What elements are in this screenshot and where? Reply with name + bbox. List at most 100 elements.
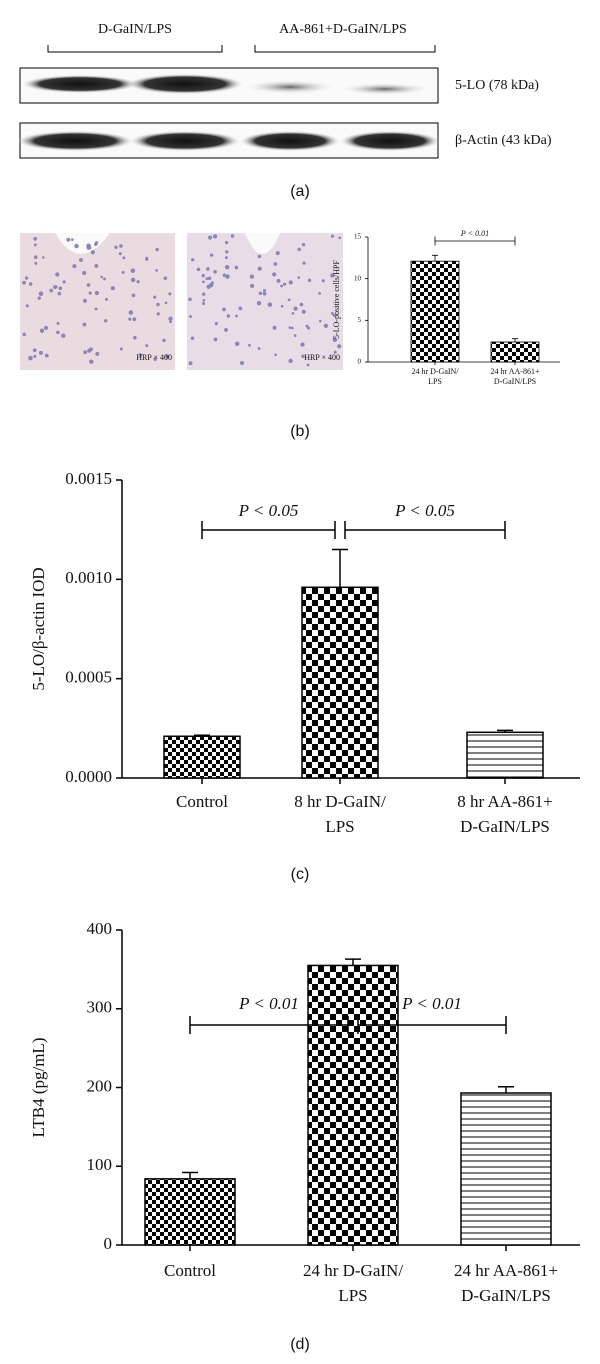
nucleus: [274, 353, 277, 357]
nucleus: [248, 343, 251, 347]
vessel: [245, 233, 280, 254]
nucleus: [307, 278, 312, 283]
band-label: 5-LO (78 kDa): [455, 78, 539, 93]
nucleus: [28, 355, 33, 361]
nucleus: [250, 283, 255, 288]
y-tick-label: 200: [87, 1076, 113, 1095]
nucleus: [208, 235, 213, 240]
nucleus: [288, 326, 292, 329]
nucleus: [38, 350, 43, 355]
blot-band: [340, 131, 440, 151]
blot-band: [130, 131, 240, 151]
nucleus: [225, 250, 229, 254]
bar: [301, 586, 379, 779]
nucleus: [321, 279, 325, 283]
nucleus: [33, 243, 37, 247]
nucleus: [33, 236, 38, 241]
nucleus: [212, 234, 218, 239]
significance-label: P < 0.05: [394, 501, 455, 520]
x-tick-label: LPS: [325, 817, 354, 836]
nucleus: [66, 237, 71, 242]
nucleus: [136, 280, 140, 284]
y-tick-label: 0.0010: [65, 568, 112, 587]
y-axis-label: 5-LO-positive cells/HPF: [332, 260, 341, 339]
y-axis-label: LTB4 (pg/mL): [29, 1038, 48, 1138]
nucleus: [94, 242, 98, 246]
nucleus: [272, 272, 277, 277]
blot-band: [240, 131, 340, 151]
group-label: AA-861+D-GaIN/LPS: [279, 22, 407, 37]
nucleus: [288, 358, 293, 364]
nucleus: [213, 337, 218, 342]
nucleus: [332, 313, 336, 317]
nucleus: [288, 280, 293, 285]
nucleus: [206, 267, 210, 271]
nucleus: [61, 333, 66, 338]
y-tick-label: 0: [358, 358, 362, 366]
nucleus: [301, 354, 305, 358]
significance-bracket: [344, 521, 506, 539]
nucleus: [155, 269, 158, 272]
x-tick-label: D-GaIN/LPS: [461, 1286, 551, 1305]
nucleus: [90, 250, 95, 255]
nucleus: [22, 332, 27, 337]
significance-bracket: [201, 521, 336, 539]
nucleus: [58, 286, 63, 291]
nucleus: [238, 306, 243, 311]
nucleus: [105, 297, 108, 301]
y-tick-label: 5: [358, 316, 362, 324]
y-tick-label: 300: [87, 998, 113, 1017]
nucleus: [44, 353, 49, 358]
nucleus: [89, 359, 94, 364]
nucleus: [257, 347, 261, 350]
nucleus: [155, 247, 159, 252]
nucleus: [153, 357, 157, 361]
image-label: HRP × 400: [304, 353, 340, 362]
nucleus: [234, 265, 239, 270]
error-bar: [182, 1171, 198, 1179]
nucleus: [153, 295, 157, 299]
nucleus: [224, 327, 228, 332]
nucleus: [249, 274, 254, 279]
nucleus: [297, 276, 301, 279]
nucleus: [302, 261, 306, 265]
nucleus: [337, 344, 342, 349]
nucleus: [44, 325, 49, 330]
nucleus: [338, 236, 342, 240]
nucleus: [189, 315, 192, 318]
blot-band: [245, 80, 335, 94]
significance-label: P < 0.05: [238, 501, 299, 520]
y-tick-label: 0.0000: [65, 767, 112, 786]
nucleus: [33, 255, 38, 259]
nucleus: [332, 337, 338, 343]
bar: [163, 735, 241, 779]
nucleus: [128, 310, 134, 315]
significance-bracket: [189, 1016, 349, 1034]
error-bar: [345, 958, 361, 966]
blot-band: [22, 75, 138, 93]
nucleus: [258, 291, 263, 295]
nucleus: [226, 314, 231, 318]
nucleus: [94, 290, 100, 296]
nucleus: [82, 270, 87, 276]
nucleus: [323, 323, 329, 328]
nucleus: [222, 273, 227, 277]
nucleus: [262, 291, 267, 296]
significance-bracket: [357, 1016, 507, 1034]
nucleus: [88, 291, 92, 295]
x-tick-label: 24 hr AA-861+: [454, 1261, 558, 1280]
nucleus: [86, 243, 91, 249]
nucleus: [276, 278, 281, 283]
nucleus: [62, 280, 66, 284]
nucleus: [188, 361, 193, 366]
nucleus: [293, 306, 298, 311]
nucleus: [224, 256, 228, 260]
nucleus: [57, 291, 62, 296]
error-bar: [332, 548, 348, 588]
nucleus: [169, 320, 173, 324]
y-tick-label: 0: [104, 1234, 113, 1253]
nucleus: [74, 243, 79, 249]
nucleus: [79, 257, 83, 262]
nucleus: [230, 234, 235, 238]
nucleus: [86, 283, 91, 287]
